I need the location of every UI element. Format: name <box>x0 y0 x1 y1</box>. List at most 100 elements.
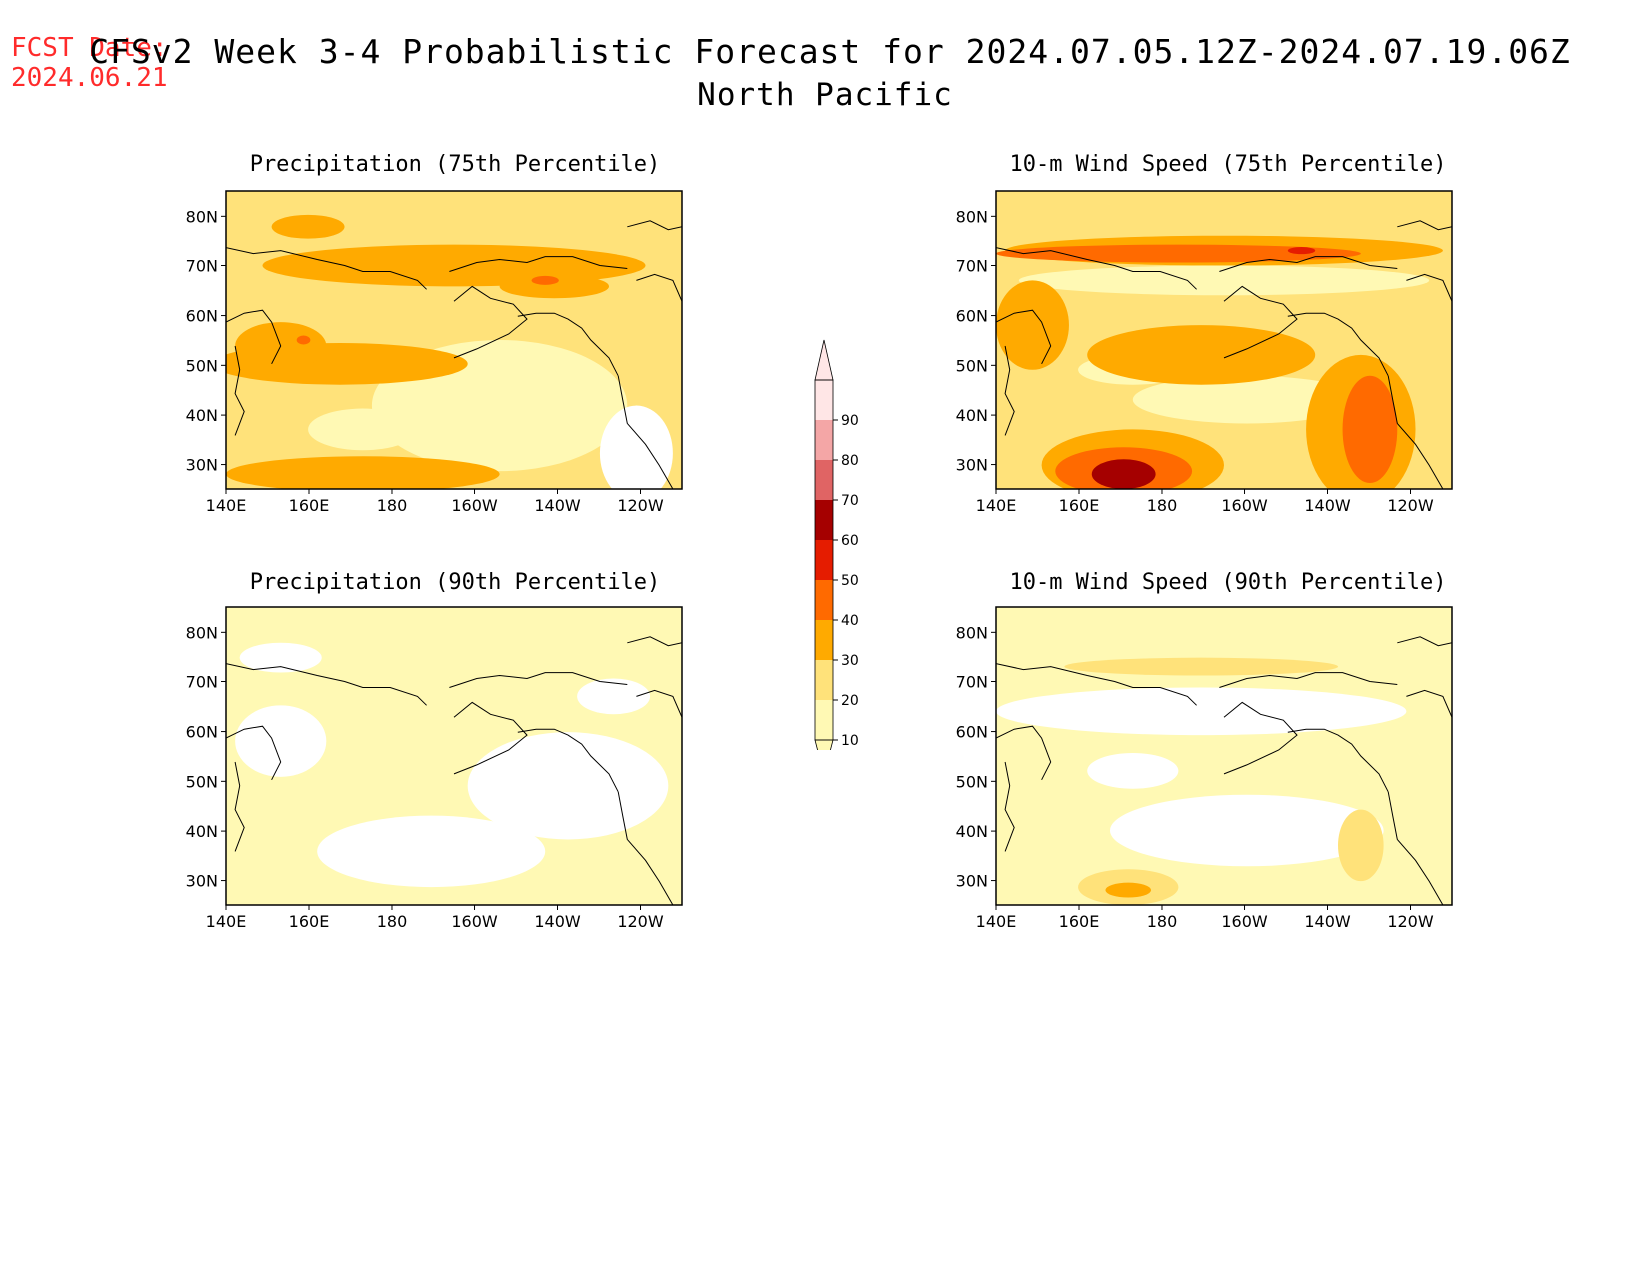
colorbar-segment <box>815 420 833 460</box>
colorbar-frame <box>814 379 834 741</box>
panel-title-wind-90: 10-m Wind Speed (90th Percentile) <box>1009 570 1447 595</box>
map-frame <box>995 190 1453 490</box>
coastline <box>1287 312 1389 377</box>
lat-label: 70N <box>186 673 218 692</box>
coastline <box>1219 256 1398 272</box>
shade-10-20 <box>1018 265 1430 296</box>
map-precip-75: 140E 160E 180 160W 140W 120W 80N 70N 60N 50N 40N 30… <box>186 190 683 515</box>
lat-label: 40N <box>186 406 218 425</box>
coastline <box>1004 761 1015 852</box>
coastline <box>234 761 245 852</box>
shade-30-40 <box>271 214 345 239</box>
coastline <box>449 256 628 272</box>
coastline <box>627 636 682 647</box>
shade-10-20 <box>308 408 418 451</box>
coastline <box>996 663 1197 706</box>
coastline <box>1223 285 1298 359</box>
lat-label: 50N <box>956 356 988 375</box>
coastline <box>1223 701 1298 775</box>
colorbar-label: 20 <box>841 693 859 709</box>
coastline <box>226 725 282 781</box>
colorbar-label: 60 <box>841 533 859 549</box>
figure-title: CFSv2 Week 3-4 Probabilistic Forecast fo… <box>89 32 1571 71</box>
lon-label: 160E <box>1059 912 1100 931</box>
coastline <box>1397 636 1452 647</box>
lat-label: 80N <box>956 207 988 226</box>
lon-label: 180 <box>1147 912 1178 931</box>
shade-below-10 <box>996 687 1407 736</box>
shade-20-30 <box>1338 809 1384 882</box>
shade-40-50 <box>531 275 559 285</box>
map-frame <box>225 190 683 490</box>
coastline <box>996 247 1197 290</box>
shade-20-30 <box>1064 657 1338 676</box>
coastline <box>1287 728 1389 793</box>
lon-label: 140W <box>1304 912 1351 931</box>
colorbar-segment <box>815 500 833 540</box>
lon-label: 160W <box>451 496 498 515</box>
map-wind-90: 140E 160E 180 160W 140W 120W 80N 70N 60N 50N 40N 30… <box>956 606 1453 931</box>
shade-30-40 <box>226 456 500 489</box>
coastline <box>226 247 427 290</box>
colorbar-label: 70 <box>841 493 859 509</box>
map-precip-90: 140E 160E 180 160W 140W 120W 80N 70N 60N 50N 40N 30… <box>186 606 683 931</box>
lon-label: 140E <box>206 912 247 931</box>
shade-below-10 <box>599 405 673 489</box>
shade-below-10 <box>577 678 651 715</box>
coastline <box>996 725 1052 781</box>
figure-title-block: CFSv2 Week 3-4 Probabilistic Forecast fo… <box>0 32 1650 113</box>
panel-title-precip-75: Precipitation (75th Percentile) <box>249 152 661 177</box>
shade-40-50 <box>1342 375 1398 484</box>
coastline <box>234 345 245 436</box>
colorbar-segment <box>815 380 833 420</box>
coastline <box>617 791 674 905</box>
shade-30-40 <box>1105 882 1152 898</box>
colorbar-label: 50 <box>841 573 859 589</box>
lat-label: 50N <box>956 772 988 791</box>
coastline <box>517 728 619 793</box>
lon-label: 120W <box>617 496 664 515</box>
lat-label: 70N <box>956 673 988 692</box>
shade-below-10 <box>317 815 546 888</box>
lat-label: 30N <box>956 872 988 891</box>
coastline <box>1387 791 1444 905</box>
coastline <box>1406 273 1452 302</box>
lon-label: 160E <box>289 912 330 931</box>
lat-label: 60N <box>956 723 988 742</box>
lon-label: 140W <box>534 496 581 515</box>
coastline <box>449 672 628 688</box>
lon-label: 140W <box>534 912 581 931</box>
colorbar-label: 10 <box>841 733 859 749</box>
lat-label: 40N <box>186 822 218 841</box>
forecast-date-value: 2024.06.21 <box>11 63 168 93</box>
lon-label: 160E <box>1059 496 1100 515</box>
colorbar-label: 40 <box>841 613 859 629</box>
lat-label: 50N <box>186 356 218 375</box>
shade-10-20 <box>1132 375 1361 424</box>
shade-below-10 <box>1110 794 1384 867</box>
colorbar-segment <box>815 700 833 740</box>
shade-below-10 <box>1087 753 1179 789</box>
lat-label: 40N <box>956 822 988 841</box>
lon-label: 120W <box>1387 496 1434 515</box>
forecast-date-label: FCST Date: <box>11 33 168 63</box>
coastline <box>1004 345 1015 436</box>
lat-label: 70N <box>956 257 988 276</box>
lon-label: 140W <box>1304 496 1351 515</box>
coastline <box>636 273 682 302</box>
coastline <box>1406 689 1452 718</box>
coastline <box>996 309 1052 365</box>
colorbar-segment <box>815 620 833 660</box>
lat-label: 30N <box>186 456 218 475</box>
shade-below-10 <box>235 705 327 777</box>
map-frame <box>995 606 1453 906</box>
colorbar-top-cap <box>814 339 834 381</box>
shading-layer <box>226 607 682 905</box>
shade-60-70 <box>1091 459 1156 489</box>
shade-30-40 <box>499 274 610 299</box>
lon-label: 140E <box>206 496 247 515</box>
colorbar-label: 90 <box>841 413 859 429</box>
shading-layer <box>996 191 1452 489</box>
colorbar-segment <box>815 660 833 700</box>
lat-label: 80N <box>186 207 218 226</box>
